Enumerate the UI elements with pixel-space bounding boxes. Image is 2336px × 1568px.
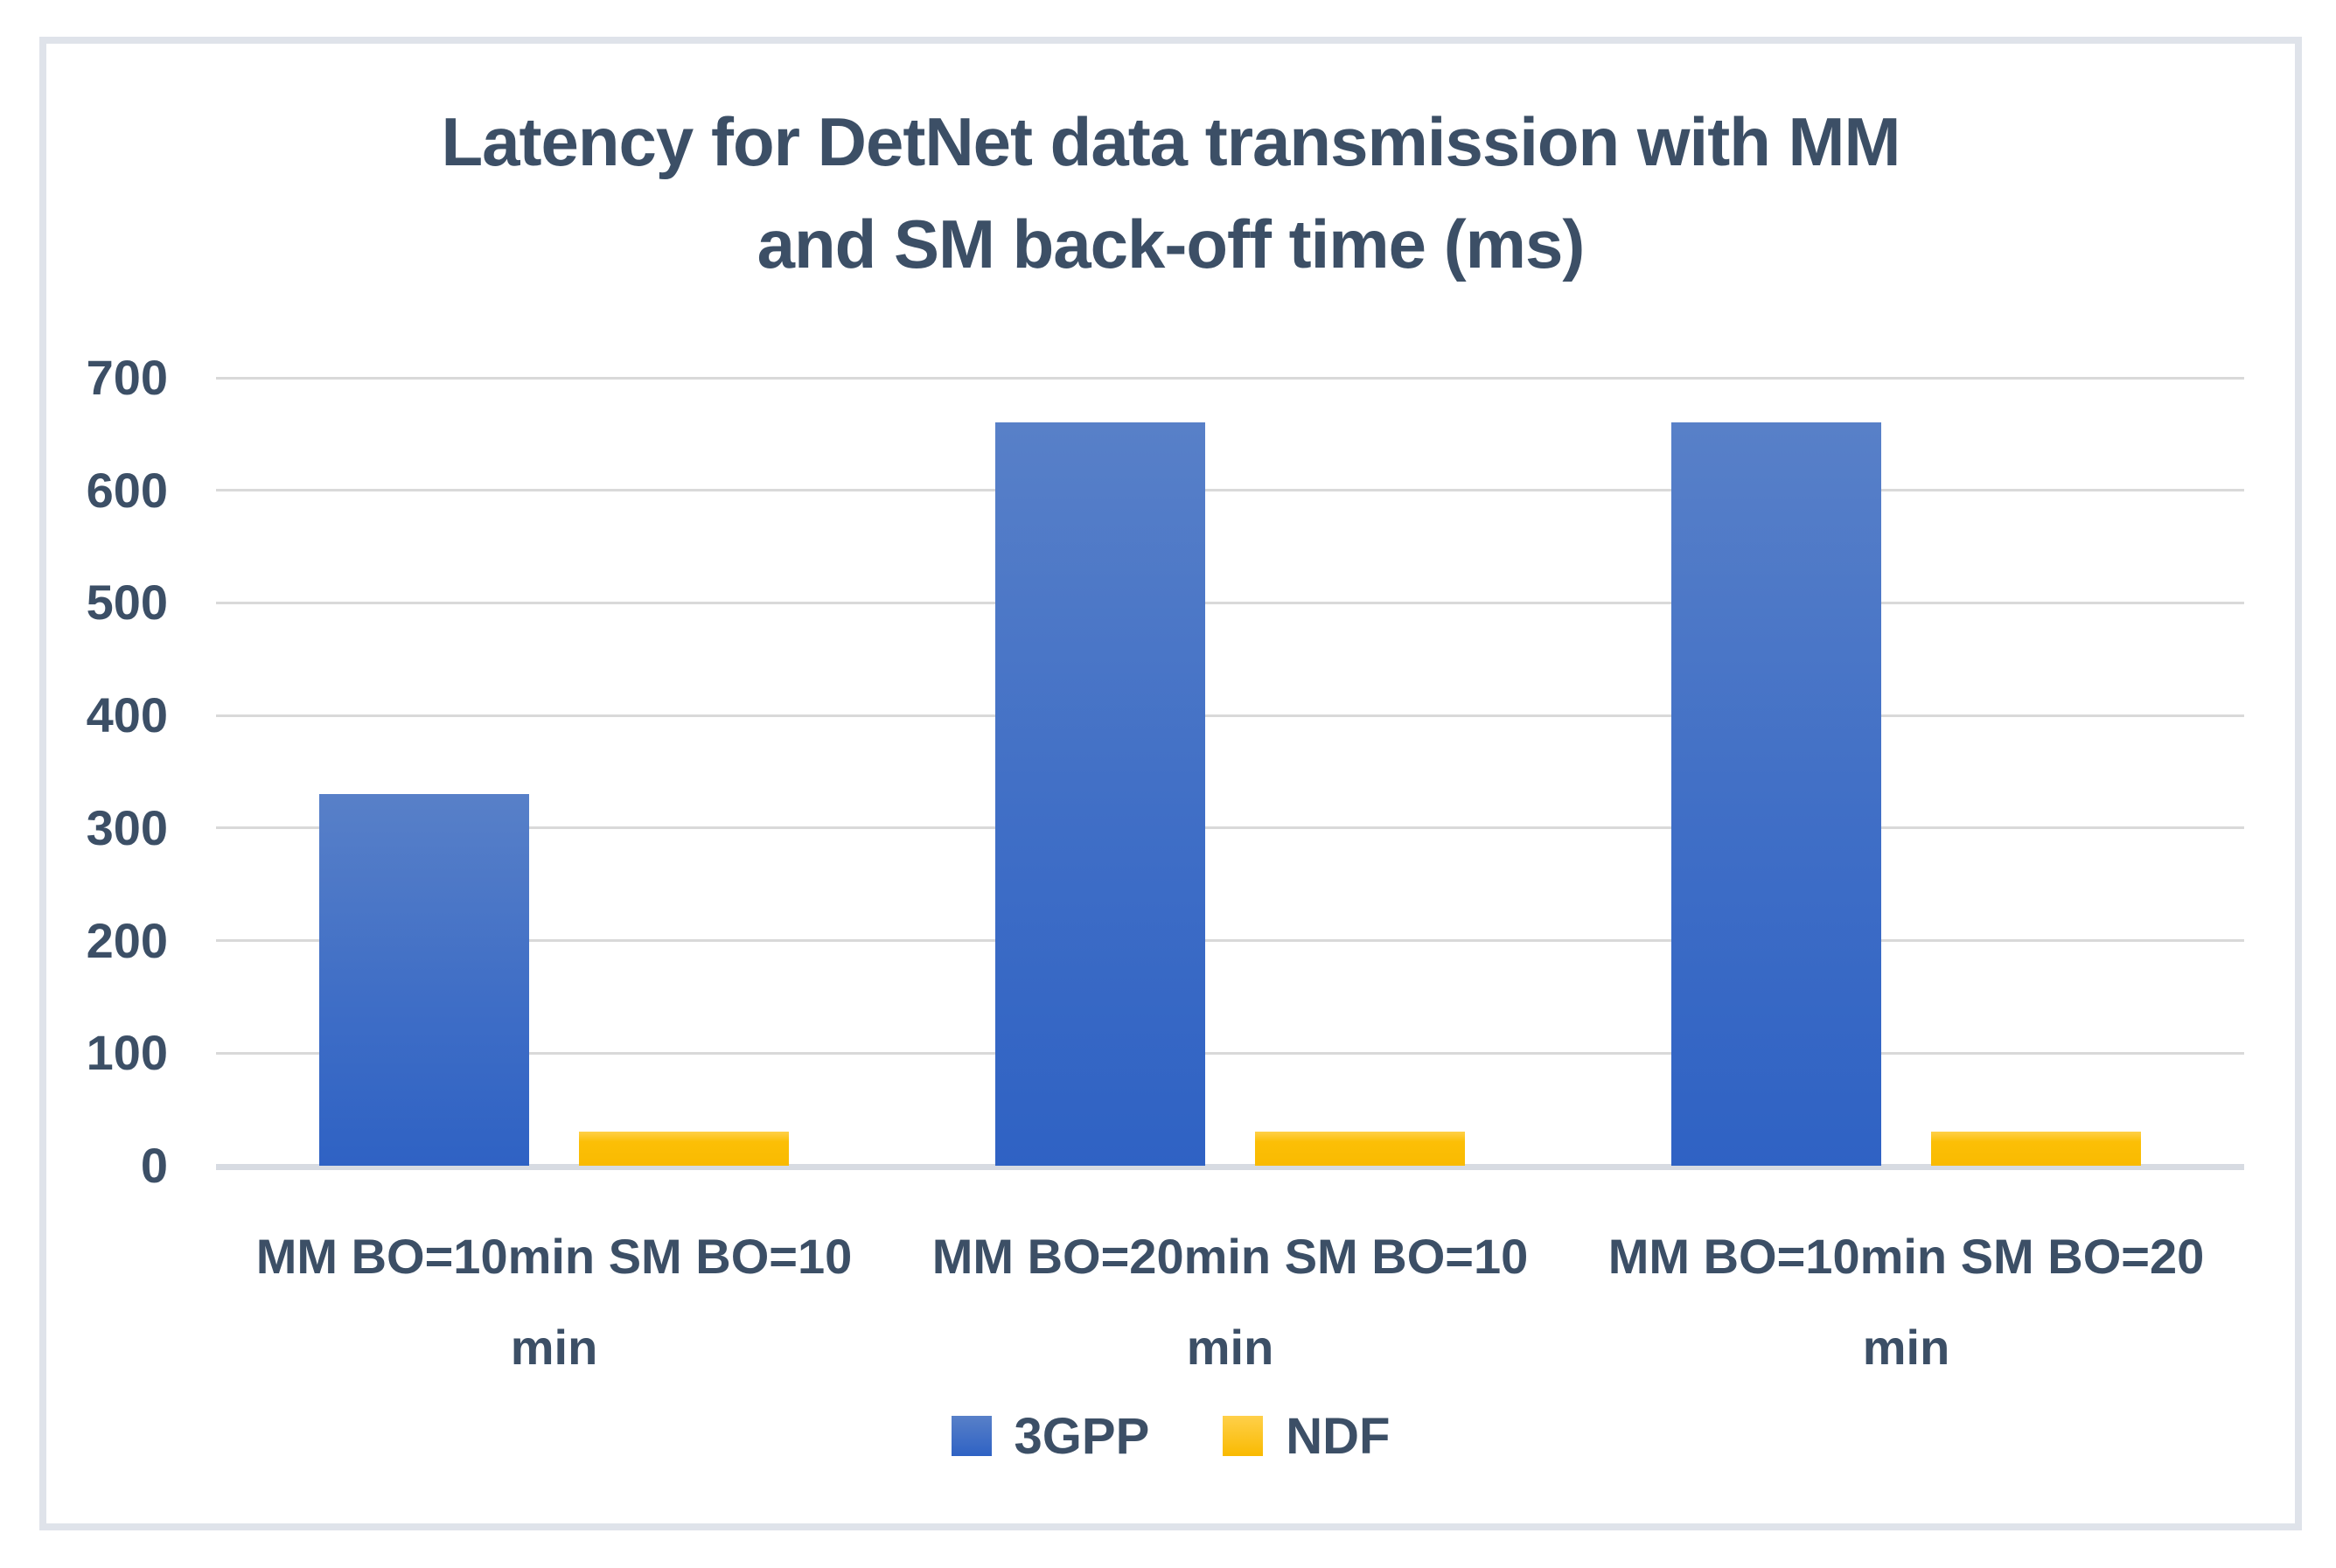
y-tick-label-0: 0	[140, 1138, 168, 1193]
x-category-label-1-line-2: min	[510, 1320, 598, 1375]
y-tick-label-700: 700	[86, 350, 168, 405]
y-tick-label-200: 200	[86, 912, 168, 968]
gridline-300	[216, 826, 2244, 830]
bar-ndf-group1	[579, 1132, 789, 1166]
x-category-label-1-line-1: MM BO=10min SM BO=10	[255, 1229, 853, 1284]
x-category-label-2-line-1: MM BO=20min SM BO=10	[931, 1229, 1529, 1284]
y-tick-label-600: 600	[86, 462, 168, 518]
gridline-600	[216, 489, 2244, 492]
x-category-label-3-line-2: min	[1862, 1320, 1950, 1375]
bar-ndf-group2	[1255, 1132, 1465, 1166]
legend-label-3gpp: 3GPP	[1014, 1407, 1150, 1465]
gridline-100	[216, 1051, 2244, 1055]
gridline-500	[216, 601, 2244, 604]
legend-item-ndf: NDF	[1223, 1407, 1390, 1466]
x-category-label-2-line-2: min	[1186, 1320, 1274, 1375]
bar-3gpp-group1	[319, 794, 529, 1166]
gridline-200	[216, 939, 2244, 943]
legend-label-ndf: NDF	[1286, 1407, 1391, 1465]
x-category-label-3-line-1: MM BO=10min SM BO=20	[1607, 1229, 2205, 1284]
gridline-700	[216, 376, 2244, 380]
chart-title: Latency for DetNet data transmission wit…	[39, 91, 2302, 296]
bar-3gpp-group3	[1671, 422, 1881, 1166]
x-category-label-2: MM BO=20min SM BO=10 min	[893, 1211, 1568, 1393]
x-category-label-3: MM BO=10min SM BO=20 min	[1569, 1211, 2244, 1393]
y-tick-label-500: 500	[86, 575, 168, 631]
x-axis-line	[216, 1164, 2244, 1170]
chart-title-line-2: and SM back-off time (ms)	[757, 206, 1586, 282]
x-category-label-1: MM BO=10min SM BO=10 min	[217, 1211, 892, 1393]
chart-title-line-1: Latency for DetNet data transmission wit…	[441, 103, 1901, 180]
y-tick-label-100: 100	[86, 1025, 168, 1081]
legend-item-3gpp: 3GPP	[951, 1407, 1150, 1466]
bar-3gpp-group2	[995, 422, 1205, 1166]
bar-ndf-group3	[1931, 1132, 2141, 1166]
legend: 3GPP NDF	[39, 1399, 2302, 1473]
gridline-400	[216, 714, 2244, 717]
y-tick-label-400: 400	[86, 687, 168, 743]
legend-swatch-ndf	[1223, 1416, 1264, 1456]
y-tick-label-300: 300	[86, 799, 168, 855]
legend-swatch-3gpp	[951, 1416, 992, 1456]
